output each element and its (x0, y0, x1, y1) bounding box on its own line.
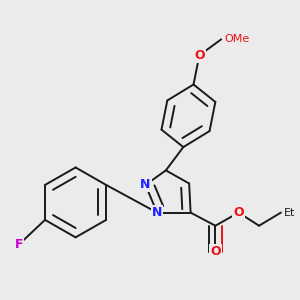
Text: N: N (140, 178, 151, 191)
Text: N: N (152, 206, 162, 219)
Text: O: O (194, 49, 205, 62)
Text: O: O (233, 206, 244, 219)
Text: OMe: OMe (224, 34, 249, 44)
Text: F: F (14, 238, 23, 251)
Text: Et: Et (284, 208, 295, 218)
Text: O: O (210, 245, 221, 258)
